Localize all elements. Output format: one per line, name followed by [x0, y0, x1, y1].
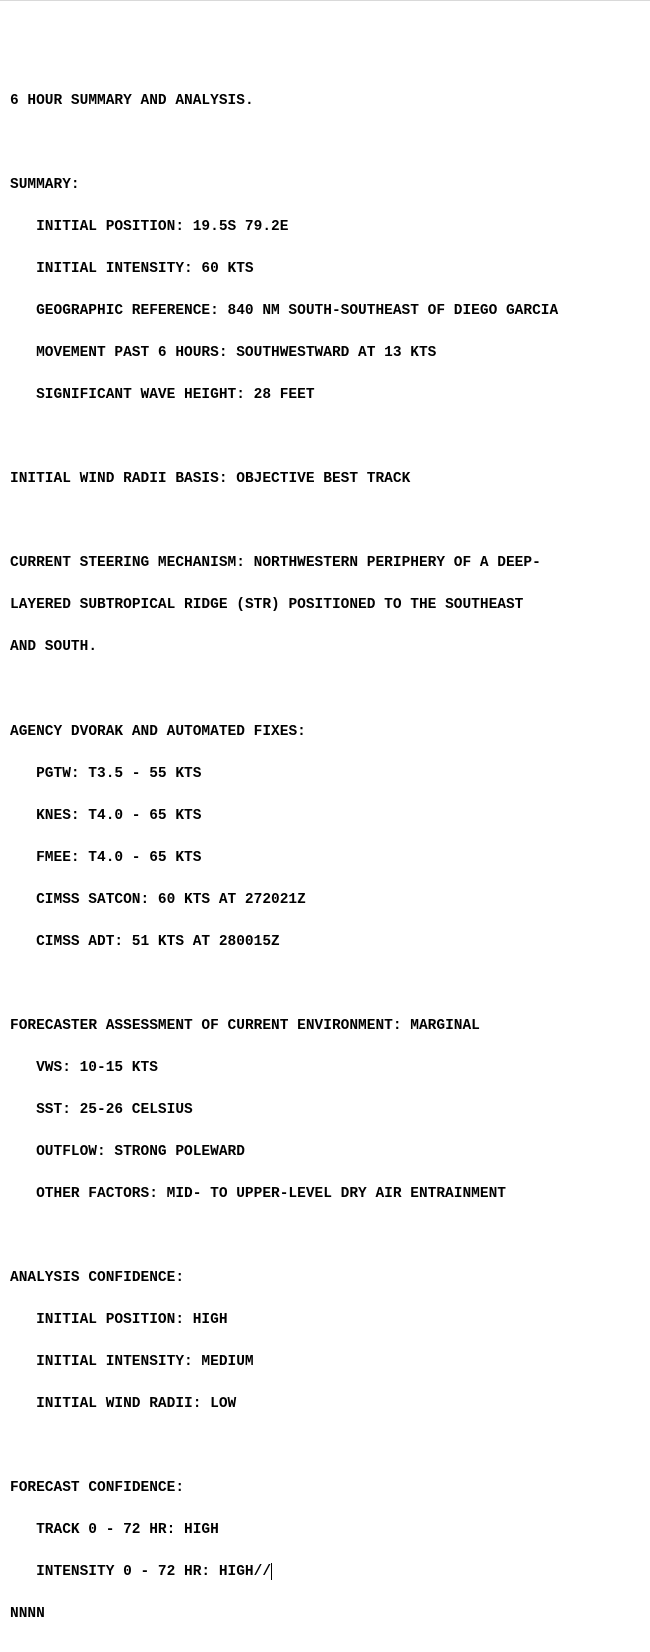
analysis-conf-pos: INITIAL POSITION: HIGH [10, 1310, 640, 1331]
blank-line [10, 680, 640, 701]
blank-line [10, 1226, 640, 1247]
message-terminator: NNNN [10, 1604, 640, 1625]
analysis-conf-intensity: INITIAL INTENSITY: MEDIUM [10, 1352, 640, 1373]
environment-title: FORECASTER ASSESSMENT OF CURRENT ENVIRON… [10, 1016, 640, 1037]
env-sst: SST: 25-26 CELSIUS [10, 1100, 640, 1121]
forecast-conf-intensity-line: INTENSITY 0 - 72 HR: HIGH// [10, 1562, 640, 1583]
analysis-conf-title: ANALYSIS CONFIDENCE: [10, 1268, 640, 1289]
steering-line-2: LAYERED SUBTROPICAL RIDGE (STR) POSITION… [10, 595, 640, 616]
summary-initial-intensity: INITIAL INTENSITY: 60 KTS [10, 259, 640, 280]
analysis-conf-wind-radii: INITIAL WIND RADII: LOW [10, 1394, 640, 1415]
dvorak-satcon: CIMSS SATCON: 60 KTS AT 272021Z [10, 890, 640, 911]
dvorak-pgtw: PGTW: T3.5 - 55 KTS [10, 764, 640, 785]
blank-line [10, 427, 640, 448]
summary-movement: MOVEMENT PAST 6 HOURS: SOUTHWESTWARD AT … [10, 343, 640, 364]
wind-radii-basis: INITIAL WIND RADII BASIS: OBJECTIVE BEST… [10, 469, 640, 490]
dvorak-fmee: FMEE: T4.0 - 65 KTS [10, 848, 640, 869]
forecast-conf-intensity: INTENSITY 0 - 72 HR: HIGH// [36, 1564, 271, 1580]
blank-line [10, 974, 640, 995]
blank-line [10, 1436, 640, 1457]
section-header: 6 HOUR SUMMARY AND ANALYSIS. [10, 91, 640, 112]
dvorak-title: AGENCY DVORAK AND AUTOMATED FIXES: [10, 722, 640, 743]
dvorak-knes: KNES: T4.0 - 65 KTS [10, 806, 640, 827]
env-vws: VWS: 10-15 KTS [10, 1058, 640, 1079]
summary-geo-ref: GEOGRAPHIC REFERENCE: 840 NM SOUTH-SOUTH… [10, 301, 640, 322]
steering-line-1: CURRENT STEERING MECHANISM: NORTHWESTERN… [10, 553, 640, 574]
summary-title: SUMMARY: [10, 175, 640, 196]
steering-line-3: AND SOUTH. [10, 637, 640, 658]
summary-wave-height: SIGNIFICANT WAVE HEIGHT: 28 FEET [10, 385, 640, 406]
blank-line [10, 511, 640, 532]
env-outflow: OUTFLOW: STRONG POLEWARD [10, 1142, 640, 1163]
summary-initial-position: INITIAL POSITION: 19.5S 79.2E [10, 217, 640, 238]
env-other: OTHER FACTORS: MID- TO UPPER-LEVEL DRY A… [10, 1184, 640, 1205]
dvorak-adt: CIMSS ADT: 51 KTS AT 280015Z [10, 932, 640, 953]
forecast-conf-title: FORECAST CONFIDENCE: [10, 1478, 640, 1499]
blank-line [10, 133, 640, 154]
text-cursor-icon [271, 1563, 272, 1580]
forecast-conf-track: TRACK 0 - 72 HR: HIGH [10, 1520, 640, 1541]
